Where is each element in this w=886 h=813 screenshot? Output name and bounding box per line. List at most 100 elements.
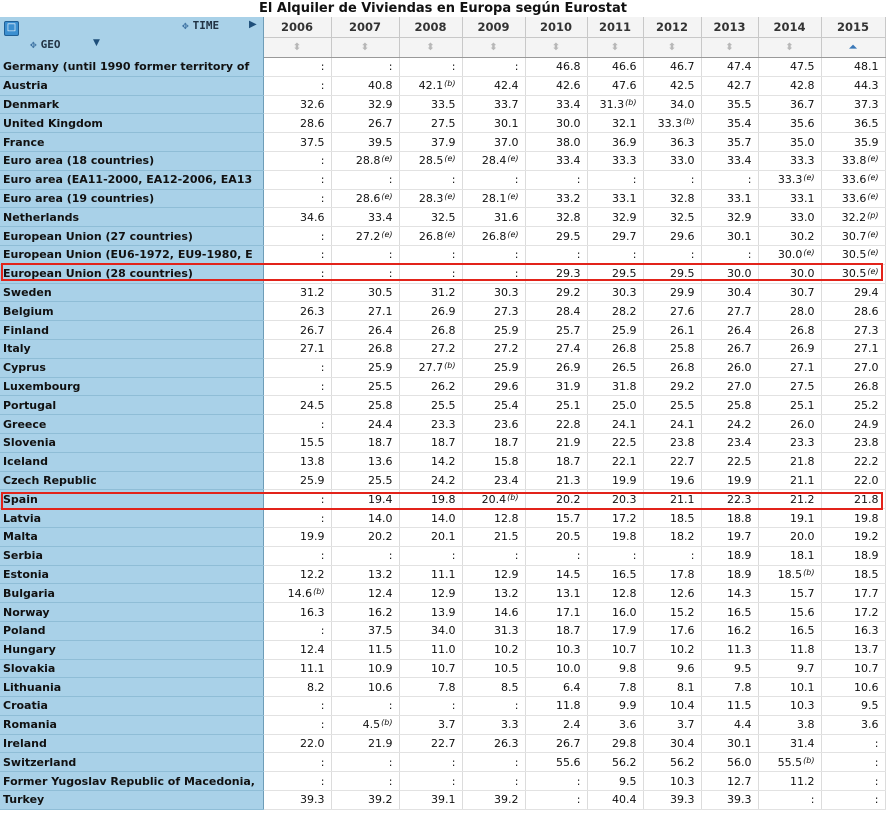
cell-value: 8.2 <box>307 680 325 694</box>
cell-value: 31.9 <box>556 379 581 393</box>
geo-label[interactable]: Belgium <box>0 301 264 322</box>
cell-value: 22.3 <box>727 492 752 506</box>
geo-label[interactable]: Latvia <box>0 508 264 528</box>
geo-label[interactable]: Luxembourg <box>0 377 264 397</box>
move-icon[interactable]: ✥ <box>30 38 37 51</box>
table-icon[interactable]: □ <box>4 21 19 36</box>
geo-label[interactable]: Euro area (19 countries) <box>0 189 264 209</box>
data-cell: 18.7 <box>525 621 588 641</box>
geo-label[interactable]: European Union (28 countries) <box>0 264 264 284</box>
cell-value: 20.4 <box>481 492 507 506</box>
sort-icon[interactable]: ⬍ <box>462 37 526 58</box>
geo-label[interactable]: Poland <box>0 621 264 641</box>
move-icon[interactable]: ✥ <box>182 19 189 32</box>
data-cell: 30.7(e) <box>821 226 886 246</box>
table-row: Portugal 24.5 25.8 25.5 25.4 25.1 25.0 25.5 25.8… <box>0 395 886 416</box>
geo-label[interactable]: United Kingdom <box>0 113 264 134</box>
geo-label[interactable]: Spain <box>0 489 264 510</box>
cell-value: 42.8 <box>790 79 815 93</box>
data-cell: 56.2 <box>587 752 644 773</box>
data-cell: 42.5 <box>643 76 702 96</box>
geo-label[interactable]: Bulgaria <box>0 583 264 604</box>
geo-label[interactable]: Switzerland <box>0 752 264 773</box>
sort-icon[interactable]: ⏶ <box>821 37 886 58</box>
sort-icon[interactable]: ⬍ <box>399 37 463 58</box>
cell-value: 39.1 <box>431 793 456 807</box>
cell-value: 9.9 <box>619 699 637 713</box>
data-cell: 27.4 <box>525 339 588 359</box>
geo-label[interactable]: Romania <box>0 715 264 735</box>
cell-value: 35.0 <box>790 135 815 149</box>
cell-value: 16.0 <box>612 605 637 619</box>
geo-label[interactable]: Ireland <box>0 734 264 754</box>
geo-label[interactable]: Iceland <box>0 452 264 472</box>
geo-label[interactable]: Serbia <box>0 546 264 566</box>
geo-label[interactable]: Germany (until 1990 former territory of <box>0 57 264 77</box>
geo-label[interactable]: Euro area (EA11-2000, EA12-2006, EA13 <box>0 170 264 190</box>
geo-label[interactable]: Euro area (18 countries) <box>0 151 264 171</box>
geo-label[interactable]: Denmark <box>0 95 264 115</box>
sort-icon[interactable]: ⬍ <box>525 37 588 58</box>
data-cell: 14.2 <box>399 452 463 472</box>
geo-label[interactable]: Portugal <box>0 395 264 416</box>
geo-label[interactable]: Slovenia <box>0 433 264 453</box>
cell-value: 33.1 <box>727 191 752 205</box>
data-cell: 25.5 <box>399 395 463 416</box>
data-cell: 17.9 <box>587 621 644 641</box>
geo-label[interactable]: Cyprus <box>0 358 264 378</box>
geo-label[interactable]: European Union (EU6-1972, EU9-1980, E <box>0 245 264 265</box>
geo-label[interactable]: Croatia <box>0 696 264 716</box>
geo-label[interactable]: Slovakia <box>0 659 264 679</box>
sort-icon[interactable]: ⬍ <box>587 37 644 58</box>
time-arrow-icon[interactable]: ▶ <box>249 19 257 30</box>
data-cell: 17.2 <box>587 508 644 528</box>
cell-value: 16.5 <box>727 605 752 619</box>
cell-value: 30.3 <box>612 285 637 299</box>
cell-value: 26.9 <box>431 304 456 318</box>
geo-label[interactable]: Turkey <box>0 790 264 810</box>
geo-dropdown-icon[interactable]: ▼ <box>93 38 100 48</box>
table-row: European Union (28 countries):::: 29.3 29.… <box>0 264 886 284</box>
geo-label[interactable]: Sweden <box>0 283 264 303</box>
cell-value: 10.7 <box>612 643 637 657</box>
data-cell: 29.5 <box>525 226 588 246</box>
data-cell: : <box>331 170 400 190</box>
cell-flag: (e) <box>444 229 456 239</box>
geo-label[interactable]: Lithuania <box>0 677 264 698</box>
sort-icon[interactable]: ⬍ <box>263 37 332 58</box>
geo-label[interactable]: Norway <box>0 602 264 622</box>
geo-dimension[interactable]: ✥ GEO <box>30 38 61 51</box>
data-cell: 25.9 <box>462 320 526 340</box>
geo-label[interactable]: Malta <box>0 527 264 547</box>
sort-icon[interactable]: ⬍ <box>701 37 759 58</box>
geo-label[interactable]: Netherlands <box>0 207 264 228</box>
cell-flag: (b) <box>313 586 325 596</box>
geo-label[interactable]: Estonia <box>0 565 264 585</box>
geo-label[interactable]: Greece <box>0 414 264 434</box>
geo-label[interactable]: Italy <box>0 339 264 359</box>
geo-label[interactable]: Finland <box>0 320 264 340</box>
data-cell: 33.2 <box>525 189 588 209</box>
data-cell: 27.6 <box>643 301 702 322</box>
data-cell: 30.4 <box>643 734 702 754</box>
data-cell: 37.3 <box>821 95 886 115</box>
time-dimension[interactable]: ✥ TIME <box>182 19 219 32</box>
geo-label[interactable]: Austria <box>0 76 264 96</box>
sort-icon[interactable]: ⬍ <box>643 37 702 58</box>
cell-value: 22.0 <box>854 473 879 487</box>
geo-label[interactable]: Czech Republic <box>0 471 264 491</box>
cell-value: 12.9 <box>431 586 456 600</box>
cell-value: 46.8 <box>556 60 581 74</box>
data-cell: 47.4 <box>701 57 759 77</box>
geo-label[interactable]: France <box>0 132 264 152</box>
data-cell: : <box>821 771 886 792</box>
cell-value: 9.5 <box>734 661 752 675</box>
sort-icon[interactable]: ⬍ <box>331 37 400 58</box>
cell-value: 37.5 <box>300 135 325 149</box>
geo-label[interactable]: European Union (27 countries) <box>0 226 264 246</box>
cell-value: 36.5 <box>854 116 879 130</box>
geo-label[interactable]: Former Yugoslav Republic of Macedonia, <box>0 771 264 792</box>
sort-icon[interactable]: ⬍ <box>758 37 822 58</box>
data-cell: 31.2 <box>263 283 332 303</box>
geo-label[interactable]: Hungary <box>0 640 264 660</box>
